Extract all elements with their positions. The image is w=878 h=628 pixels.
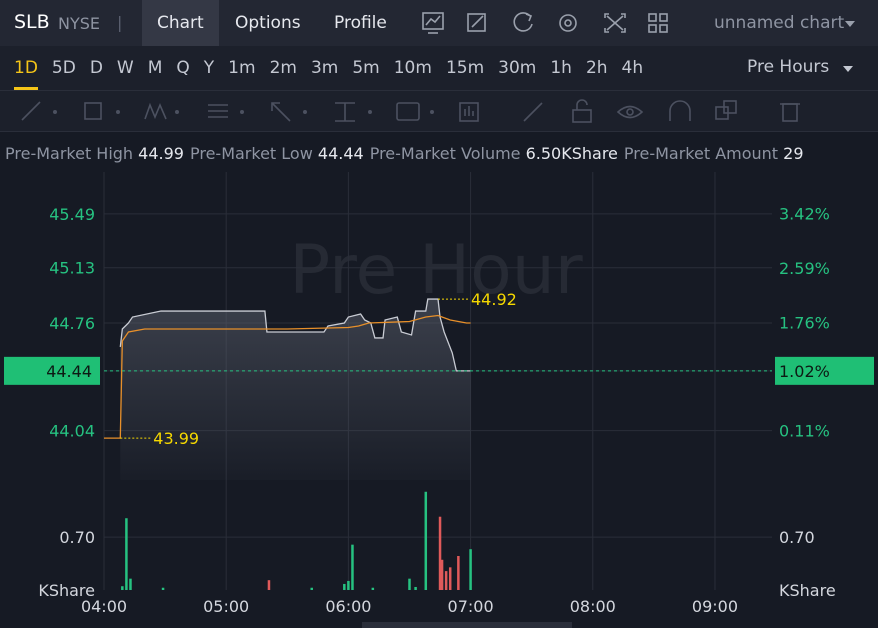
volume-bar bbox=[457, 556, 460, 590]
x-tick-label: 08:00 bbox=[570, 597, 616, 616]
volume-bar bbox=[371, 587, 375, 590]
y-tick-label: 45.13 bbox=[49, 259, 95, 278]
stat-label: Pre-Market Amount bbox=[623, 144, 779, 163]
y2-tick-label: 1.76% bbox=[779, 313, 830, 332]
exchange: NYSE bbox=[58, 14, 101, 33]
timeframe[interactable]: 4h bbox=[621, 58, 644, 78]
volume-bar bbox=[351, 544, 354, 590]
volume-bar bbox=[347, 580, 350, 590]
timeframe[interactable]: 1h bbox=[550, 58, 572, 78]
dropdown-arrow bbox=[843, 66, 853, 72]
annotation-label: 43.99 bbox=[153, 429, 199, 448]
average-line bbox=[104, 314, 471, 439]
x-tick-label: 06:00 bbox=[325, 597, 371, 616]
fullscreen-icon[interactable] bbox=[604, 13, 626, 33]
last-change-label: 1.02% bbox=[779, 362, 830, 381]
stat-label: Pre-Market Volume bbox=[369, 144, 521, 163]
toolbar-icons bbox=[422, 12, 668, 34]
scrollbar[interactable] bbox=[362, 622, 572, 628]
volume-bar bbox=[444, 571, 448, 590]
top-bar: SLB NYSE | Chart Options Profile unnamed… bbox=[0, 0, 878, 46]
last-price-label: 44.44 bbox=[46, 362, 92, 381]
settings-icon[interactable] bbox=[559, 14, 577, 32]
tab[interactable]: Profile bbox=[334, 13, 387, 33]
stat-value: 6.50KShare bbox=[525, 144, 618, 163]
stat-value: 44.44 bbox=[317, 144, 364, 163]
timeframe[interactable]: Q bbox=[176, 58, 190, 78]
timeframe[interactable]: 10m bbox=[393, 58, 432, 78]
volume-bar bbox=[469, 549, 472, 590]
volume-bar bbox=[267, 580, 271, 590]
timeframe[interactable]: Y bbox=[203, 58, 215, 78]
timeframe[interactable]: 2m bbox=[269, 58, 297, 78]
stats-line: Pre-Market High 44.99 Pre-Market Low 44.4… bbox=[0, 141, 878, 167]
volume-bar bbox=[121, 586, 124, 590]
y2-tick-label: 3.42% bbox=[779, 204, 830, 223]
volume-bar bbox=[343, 583, 346, 590]
layout-icon[interactable] bbox=[648, 13, 668, 33]
volume-bar bbox=[408, 578, 411, 590]
price-area bbox=[120, 299, 471, 480]
watermark: Pre Hour bbox=[289, 231, 583, 310]
volume-bar bbox=[310, 587, 313, 590]
y-tick-label: 44.04 bbox=[49, 422, 95, 441]
volume-bar bbox=[125, 518, 128, 590]
volume-bar bbox=[424, 491, 428, 590]
timeframe[interactable]: 5D bbox=[51, 58, 76, 78]
stat-value: 44.99 bbox=[138, 144, 184, 163]
drawing-tools bbox=[21, 99, 800, 123]
x-tick-label: 07:00 bbox=[448, 597, 494, 616]
volume-tick-label: 0.70 bbox=[779, 528, 815, 547]
draw-icon[interactable] bbox=[467, 13, 486, 32]
timeframe[interactable]: W bbox=[116, 58, 134, 78]
volume-unit: KShare bbox=[779, 581, 836, 600]
stat-label: Pre-Market High bbox=[5, 144, 134, 163]
timeframe[interactable]: 5m bbox=[352, 58, 380, 78]
dropdown-arrow bbox=[845, 21, 855, 27]
last-price-box bbox=[4, 356, 100, 385]
timeframe[interactable]: 1D bbox=[14, 46, 38, 90]
y-tick-label: 45.49 bbox=[49, 205, 95, 224]
timeframe[interactable]: 3m bbox=[310, 58, 339, 78]
timeframe-list: 1D 5D D W M Q Y 1m 2m 3m 5m 10m 15m 30m 1h 2h 4h bbox=[14, 46, 643, 90]
symbol: SLB bbox=[14, 11, 50, 33]
price-line bbox=[119, 298, 471, 372]
tab[interactable]: Chart bbox=[142, 0, 219, 46]
indicator-icon[interactable] bbox=[422, 12, 444, 34]
timeframe[interactable]: 1m bbox=[228, 58, 256, 78]
volume-unit: KShare bbox=[38, 581, 95, 600]
volume-tick-label: 0.70 bbox=[59, 528, 95, 547]
x-tick-label: 05:00 bbox=[203, 597, 249, 616]
volume-bar bbox=[440, 559, 444, 590]
timeframe[interactable]: D bbox=[89, 58, 103, 78]
y-tick-label: 44.76 bbox=[49, 314, 95, 333]
volume-bar bbox=[438, 516, 442, 590]
x-tick-label: 09:00 bbox=[692, 597, 738, 616]
tab[interactable]: Options bbox=[235, 13, 301, 33]
drawing-toolbar bbox=[0, 90, 878, 132]
last-change-box bbox=[775, 356, 874, 385]
stat-value: 29 bbox=[783, 144, 804, 163]
x-tick-label: 04:00 bbox=[81, 597, 127, 616]
volume-bar bbox=[129, 578, 132, 590]
volume-bar bbox=[414, 586, 417, 590]
y2-tick-label: 2.59% bbox=[779, 259, 830, 278]
volume-bar bbox=[161, 587, 165, 590]
refresh-icon[interactable] bbox=[513, 12, 533, 32]
chart-name[interactable]: unnamed chart bbox=[714, 13, 845, 33]
stat-label: Pre-Market Low bbox=[189, 144, 313, 163]
separator: | bbox=[117, 13, 123, 32]
session-select[interactable]: Pre Hours bbox=[747, 57, 830, 77]
timeframe[interactable]: 15m bbox=[445, 58, 485, 78]
volume-bar bbox=[448, 567, 452, 590]
timeframe[interactable]: 2h bbox=[585, 58, 608, 78]
y2-tick-label: 0.11% bbox=[779, 422, 830, 441]
timeframe[interactable]: 30m bbox=[498, 58, 537, 78]
timeframe-bar bbox=[0, 46, 878, 90]
annotation-label: 44.92 bbox=[471, 290, 517, 309]
timeframe[interactable]: M bbox=[147, 58, 163, 78]
